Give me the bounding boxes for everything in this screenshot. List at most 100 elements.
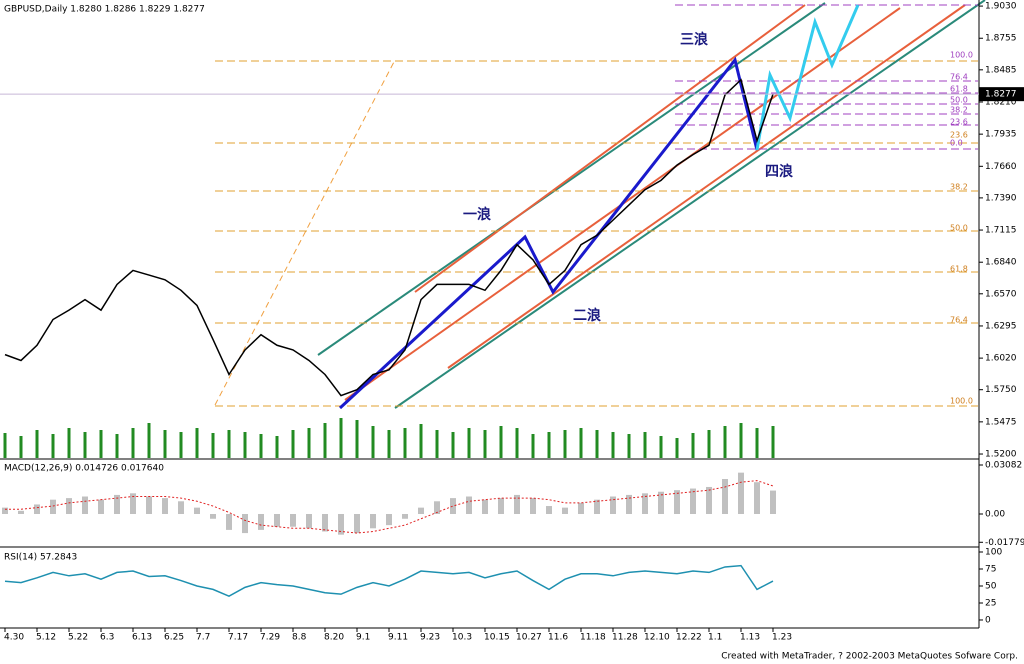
- last-price-label: 1.8277: [985, 90, 1017, 100]
- y-tick-label: 1.7935: [985, 130, 1017, 140]
- y-tick-label: 1.7660: [985, 162, 1017, 172]
- volume-bar: [99, 430, 103, 458]
- y-tick-label: 1.7390: [985, 193, 1017, 203]
- volume-bar: [611, 432, 615, 458]
- fib-label: 61.8: [950, 265, 968, 274]
- channel-line: [317, 2, 826, 356]
- volume-bar: [579, 428, 583, 458]
- macd-bar: [546, 506, 552, 514]
- channel-line: [394, 0, 986, 409]
- macd-bar: [354, 513, 360, 534]
- fib-label: 38.2: [950, 183, 968, 192]
- x-tick-label: 8.20: [324, 633, 344, 643]
- volume-bar: [355, 420, 359, 458]
- macd-bar: [274, 513, 280, 527]
- volume-bar: [595, 430, 599, 458]
- macd-bar: [226, 513, 232, 530]
- volume-bar: [35, 430, 39, 458]
- macd-bar: [210, 513, 216, 519]
- last-price-box: [979, 87, 1024, 102]
- chart-title: GBPUSD,Daily 1.8280 1.8286 1.8229 1.8277: [4, 5, 205, 15]
- volume-bar: [499, 426, 503, 458]
- macd-bar: [466, 496, 472, 514]
- volume-bar: [387, 430, 391, 458]
- volume-bar: [675, 438, 679, 458]
- x-tick-label: 11.28: [612, 633, 638, 643]
- macd-bar: [418, 507, 424, 514]
- volume-bar: [435, 430, 439, 458]
- rsi-title: RSI(14) 57.2843: [4, 553, 77, 563]
- y-tick-label: 0.00: [985, 509, 1005, 519]
- macd-bar: [162, 498, 168, 514]
- macd-bar: [258, 513, 264, 530]
- volume-bar: [211, 433, 215, 458]
- y-tick-label: 0: [985, 615, 991, 625]
- x-tick-label: 12.10: [644, 633, 670, 643]
- x-tick-label: 6.13: [132, 633, 152, 643]
- macd-bar: [98, 499, 104, 514]
- frame: [0, 0, 980, 629]
- macd-bar: [322, 513, 328, 532]
- macd-bar: [578, 502, 584, 514]
- volume-bar: [659, 436, 663, 458]
- macd-bar: [130, 493, 136, 514]
- macd-bar: [754, 482, 760, 514]
- y-tick-label: 1.8485: [985, 65, 1017, 75]
- volume-bar: [323, 423, 327, 458]
- macd-bar: [738, 472, 744, 514]
- volume-bar: [515, 428, 519, 458]
- y-tick-label: 1.5200: [985, 450, 1017, 460]
- channel-line: [414, 4, 806, 293]
- x-tick-label: 8.8: [292, 633, 307, 643]
- volume-bar: [227, 430, 231, 458]
- volume-bar: [371, 426, 375, 458]
- channel-line: [447, 4, 966, 369]
- volume-bar: [83, 432, 87, 458]
- macd-bar: [530, 498, 536, 514]
- x-tick-label: 10.3: [452, 633, 472, 643]
- x-tick-label: 9.23: [420, 633, 440, 643]
- volume-bar: [483, 430, 487, 458]
- volume-bar: [451, 432, 455, 458]
- fib-label: 50.0: [950, 96, 968, 105]
- wave-label: 四浪: [765, 163, 793, 180]
- volume-bar: [467, 428, 471, 458]
- volume-bar: [739, 423, 743, 458]
- fib-label: 76.4: [950, 73, 968, 82]
- macd-bar: [450, 498, 456, 514]
- y-tick-label: 1.8210: [985, 97, 1017, 107]
- rsi-line: [4, 564, 774, 598]
- macd-bar: [66, 498, 72, 514]
- y-tick-label: 1.5750: [985, 385, 1017, 395]
- macd-bar: [674, 490, 680, 514]
- x-tick-label: 1.13: [740, 633, 760, 643]
- volume-bar: [115, 434, 119, 458]
- macd-bar: [594, 499, 600, 514]
- volume-bar: [707, 430, 711, 458]
- volume-bar: [291, 430, 295, 458]
- macd-bar: [18, 510, 24, 514]
- fib-label: 38.2: [950, 106, 968, 115]
- volume-bar: [643, 432, 647, 458]
- x-tick-label: 7.17: [228, 633, 248, 643]
- x-tick-label: 12.22: [676, 633, 702, 643]
- macd-bar: [50, 499, 56, 514]
- volume-bar: [419, 424, 423, 458]
- y-tick-label: 50: [985, 581, 997, 591]
- macd-bar: [2, 507, 8, 514]
- volume-bar: [259, 434, 263, 458]
- macd-bar: [34, 504, 40, 514]
- volume-bar: [755, 428, 759, 458]
- macd-bar: [722, 479, 728, 514]
- macd-title: MACD(12,26,9) 0.014726 0.017640: [4, 464, 164, 474]
- x-tick-label: 7.29: [260, 633, 280, 643]
- footer: Created with MetaTrader, ? 2002-2003 Met…: [721, 652, 1018, 662]
- macd-bar: [434, 501, 440, 514]
- macd-bar: [658, 491, 664, 514]
- macd-bar: [498, 498, 504, 514]
- macd-bar: [306, 513, 312, 529]
- macd-bar: [562, 507, 568, 514]
- volume-bar: [307, 428, 311, 458]
